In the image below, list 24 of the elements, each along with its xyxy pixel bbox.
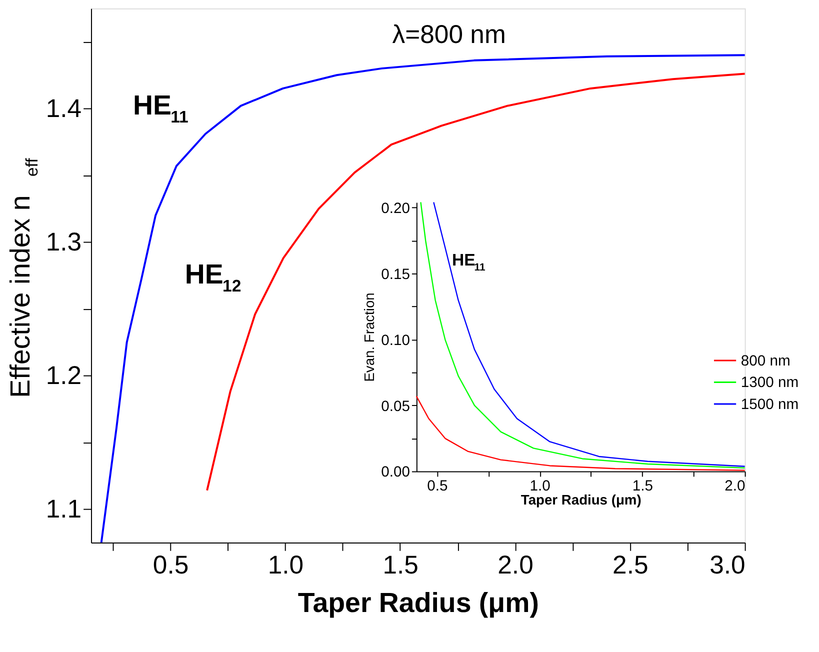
y-tick-label: 0.00 (381, 464, 410, 481)
legend-label: 1500 nm (740, 396, 799, 413)
x-tick-label: 2.0 (724, 478, 746, 495)
x-tick-label: 0.5 (152, 552, 189, 580)
x-tick-label: 1.5 (382, 552, 418, 580)
x-tick-label: 2.5 (612, 552, 648, 580)
x-axis-title: Taper Radius (μm) (298, 587, 539, 618)
y-tick-label: 1.1 (46, 496, 82, 524)
y-tick-label: 1.2 (46, 362, 82, 390)
legend-label: 800 nm (740, 353, 790, 370)
y-tick-label: 1.3 (46, 228, 82, 256)
y-tick-label: 1.4 (46, 94, 82, 123)
y-tick-label: 0.20 (381, 200, 410, 217)
annotation: λ=800 nm (392, 20, 506, 49)
x-tick-label: 1.0 (268, 552, 304, 580)
x-tick-label: 3.0 (710, 552, 746, 580)
legend-label: 1300 nm (740, 375, 799, 392)
y-tick-label: 0.05 (381, 398, 410, 415)
y-tick-label: 0.15 (381, 266, 410, 283)
y-tick-label: 0.10 (381, 332, 410, 349)
y-axis-title: Evan. Fraction (361, 292, 378, 382)
x-tick-label: 2.0 (498, 552, 534, 580)
x-tick-label: 0.5 (427, 478, 448, 495)
y-axis-title: Effective index neff (4, 158, 42, 398)
